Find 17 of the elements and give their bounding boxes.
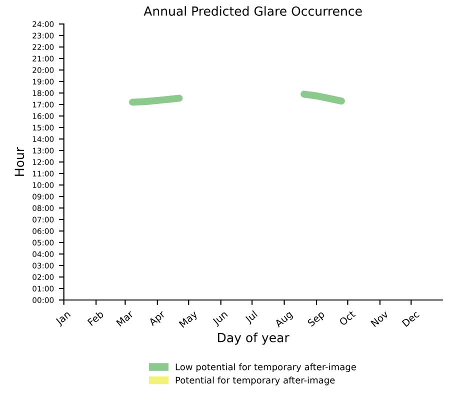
x-tick-label: Mar bbox=[116, 310, 134, 327]
legend-label: Low potential for temporary after-image bbox=[176, 363, 356, 372]
x-axis-title: Day of year bbox=[218, 332, 290, 345]
x-tick-label: Oct bbox=[338, 310, 356, 326]
y-axis-title: Hour bbox=[14, 146, 24, 176]
x-tick-label: Jul bbox=[244, 310, 259, 325]
x-tick-label: Dec bbox=[402, 310, 420, 327]
x-tick-label: Sep bbox=[307, 310, 326, 328]
x-tick-label: Jan bbox=[54, 310, 72, 327]
legend-label: Potential for temporary after-image bbox=[176, 376, 335, 386]
x-tick-label: Apr bbox=[148, 310, 167, 328]
x-tick-label: Jun bbox=[212, 310, 230, 327]
x-tick-label: Feb bbox=[87, 310, 104, 326]
x-tick-label: Aug bbox=[274, 310, 294, 330]
chart-title: Annual Predicted Glare Occurrence bbox=[144, 6, 362, 16]
x-tick-label: Nov bbox=[370, 310, 389, 328]
x-tick-label: May bbox=[178, 310, 200, 330]
